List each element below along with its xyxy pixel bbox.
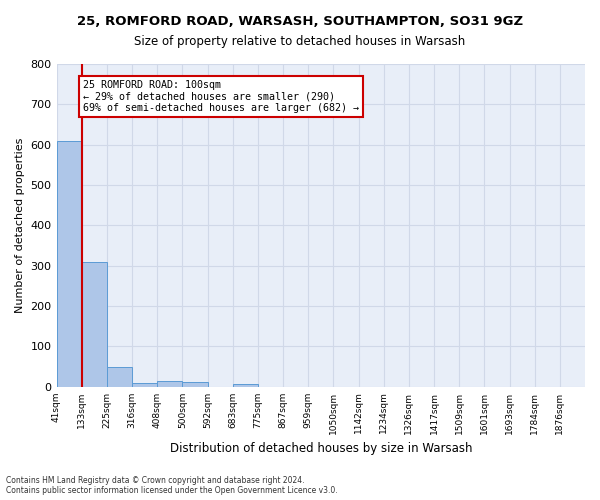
Text: 25 ROMFORD ROAD: 100sqm
← 29% of detached houses are smaller (290)
69% of semi-d: 25 ROMFORD ROAD: 100sqm ← 29% of detache… [83,80,359,114]
X-axis label: Distribution of detached houses by size in Warsash: Distribution of detached houses by size … [170,442,472,455]
Bar [56,140,82,386]
Bar [233,384,258,386]
Text: Size of property relative to detached houses in Warsash: Size of property relative to detached ho… [134,35,466,48]
Text: 25, ROMFORD ROAD, WARSASH, SOUTHAMPTON, SO31 9GZ: 25, ROMFORD ROAD, WARSASH, SOUTHAMPTON, … [77,15,523,28]
Bar [82,262,107,386]
Bar [157,382,182,386]
Y-axis label: Number of detached properties: Number of detached properties [15,138,25,313]
Bar [182,382,208,386]
Bar [132,382,157,386]
Text: Contains HM Land Registry data © Crown copyright and database right 2024.
Contai: Contains HM Land Registry data © Crown c… [6,476,338,495]
Bar [107,366,132,386]
